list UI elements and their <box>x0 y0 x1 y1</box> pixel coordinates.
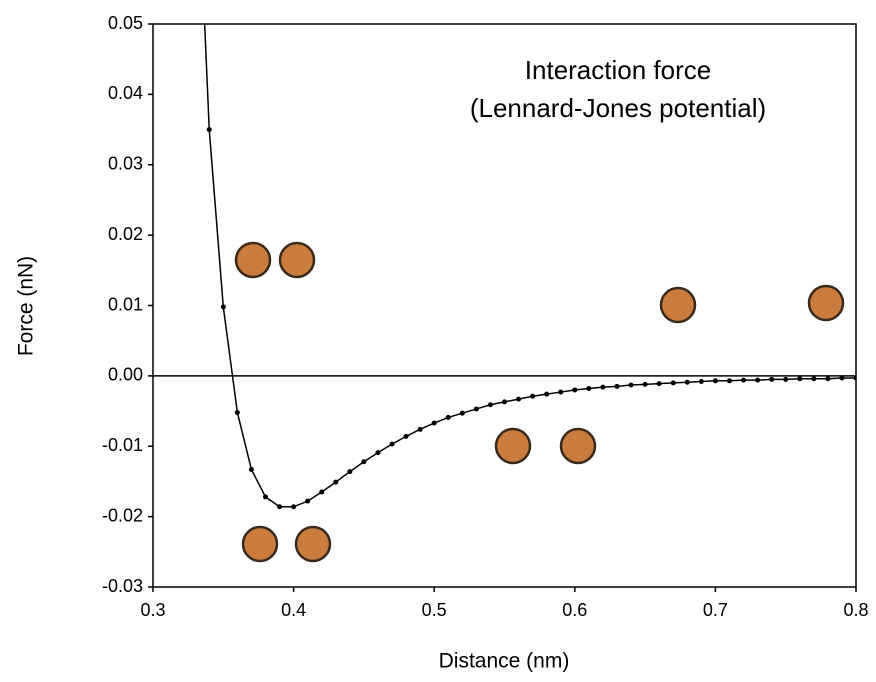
marker <box>487 402 493 408</box>
marker <box>670 380 676 386</box>
marker <box>305 498 311 504</box>
marker <box>712 378 718 384</box>
marker <box>811 376 817 382</box>
marker <box>614 383 620 389</box>
marker <box>825 376 831 382</box>
marker <box>206 127 212 133</box>
atom <box>234 241 272 279</box>
marker <box>684 379 690 385</box>
x-tick-label: 0.7 <box>703 600 728 620</box>
atom <box>278 241 316 279</box>
x-tick-label: 0.3 <box>140 600 165 620</box>
marker <box>248 466 254 472</box>
marker <box>755 377 761 383</box>
atom <box>494 427 532 465</box>
atom <box>294 525 332 563</box>
marker <box>726 378 732 384</box>
marker <box>291 504 297 510</box>
marker <box>375 450 381 456</box>
marker <box>333 479 339 485</box>
marker <box>473 406 479 412</box>
y-tick-label: 0.01 <box>108 294 143 314</box>
atom-icons <box>234 241 845 563</box>
atom <box>807 284 845 322</box>
marker <box>544 391 550 397</box>
marker <box>769 376 775 382</box>
marker <box>642 381 648 387</box>
marker <box>459 410 465 416</box>
atom <box>241 525 279 563</box>
marker <box>572 387 578 393</box>
marker <box>698 379 704 385</box>
marker <box>628 382 634 388</box>
marker <box>530 393 536 399</box>
chart-subtitle: (Lennard-Jones potential) <box>470 93 766 123</box>
x-axis-label: Distance (nm) <box>439 650 570 673</box>
atom <box>659 286 697 324</box>
y-tick-label: 0.05 <box>108 13 143 33</box>
y-tick-label: 0.00 <box>108 365 143 385</box>
marker <box>783 376 789 382</box>
marker <box>417 426 423 432</box>
marker <box>277 504 283 510</box>
marker <box>234 409 240 415</box>
y-tick-label: 0.04 <box>108 83 143 103</box>
marker <box>741 377 747 383</box>
marker <box>797 376 803 382</box>
marker <box>558 389 564 395</box>
atom <box>559 427 597 465</box>
marker <box>445 414 451 420</box>
marker <box>319 489 325 495</box>
marker <box>431 420 437 426</box>
marker <box>600 384 606 390</box>
marker <box>347 469 353 475</box>
marker <box>853 375 856 381</box>
y-axis-label: Force (nN) <box>15 256 38 356</box>
x-tick-label: 0.5 <box>422 600 447 620</box>
chart-title: Interaction force <box>525 55 711 85</box>
marker <box>839 375 845 381</box>
x-tick-label: 0.4 <box>281 600 306 620</box>
y-tick-label: -0.02 <box>102 505 143 525</box>
marker <box>656 381 662 387</box>
marker <box>502 399 507 405</box>
x-tick-label: 0.6 <box>562 600 587 620</box>
marker <box>586 386 592 392</box>
marker <box>262 494 268 500</box>
y-tick-label: 0.02 <box>108 224 143 244</box>
y-tick-label: -0.01 <box>102 435 143 455</box>
marker <box>403 433 409 439</box>
series <box>203 24 856 510</box>
marker <box>516 396 522 402</box>
marker <box>361 459 367 465</box>
marker <box>389 441 395 447</box>
x-tick-label: 0.8 <box>843 600 868 620</box>
y-tick-label: 0.03 <box>108 154 143 174</box>
marker <box>220 304 226 310</box>
y-tick-label: -0.03 <box>102 576 143 596</box>
